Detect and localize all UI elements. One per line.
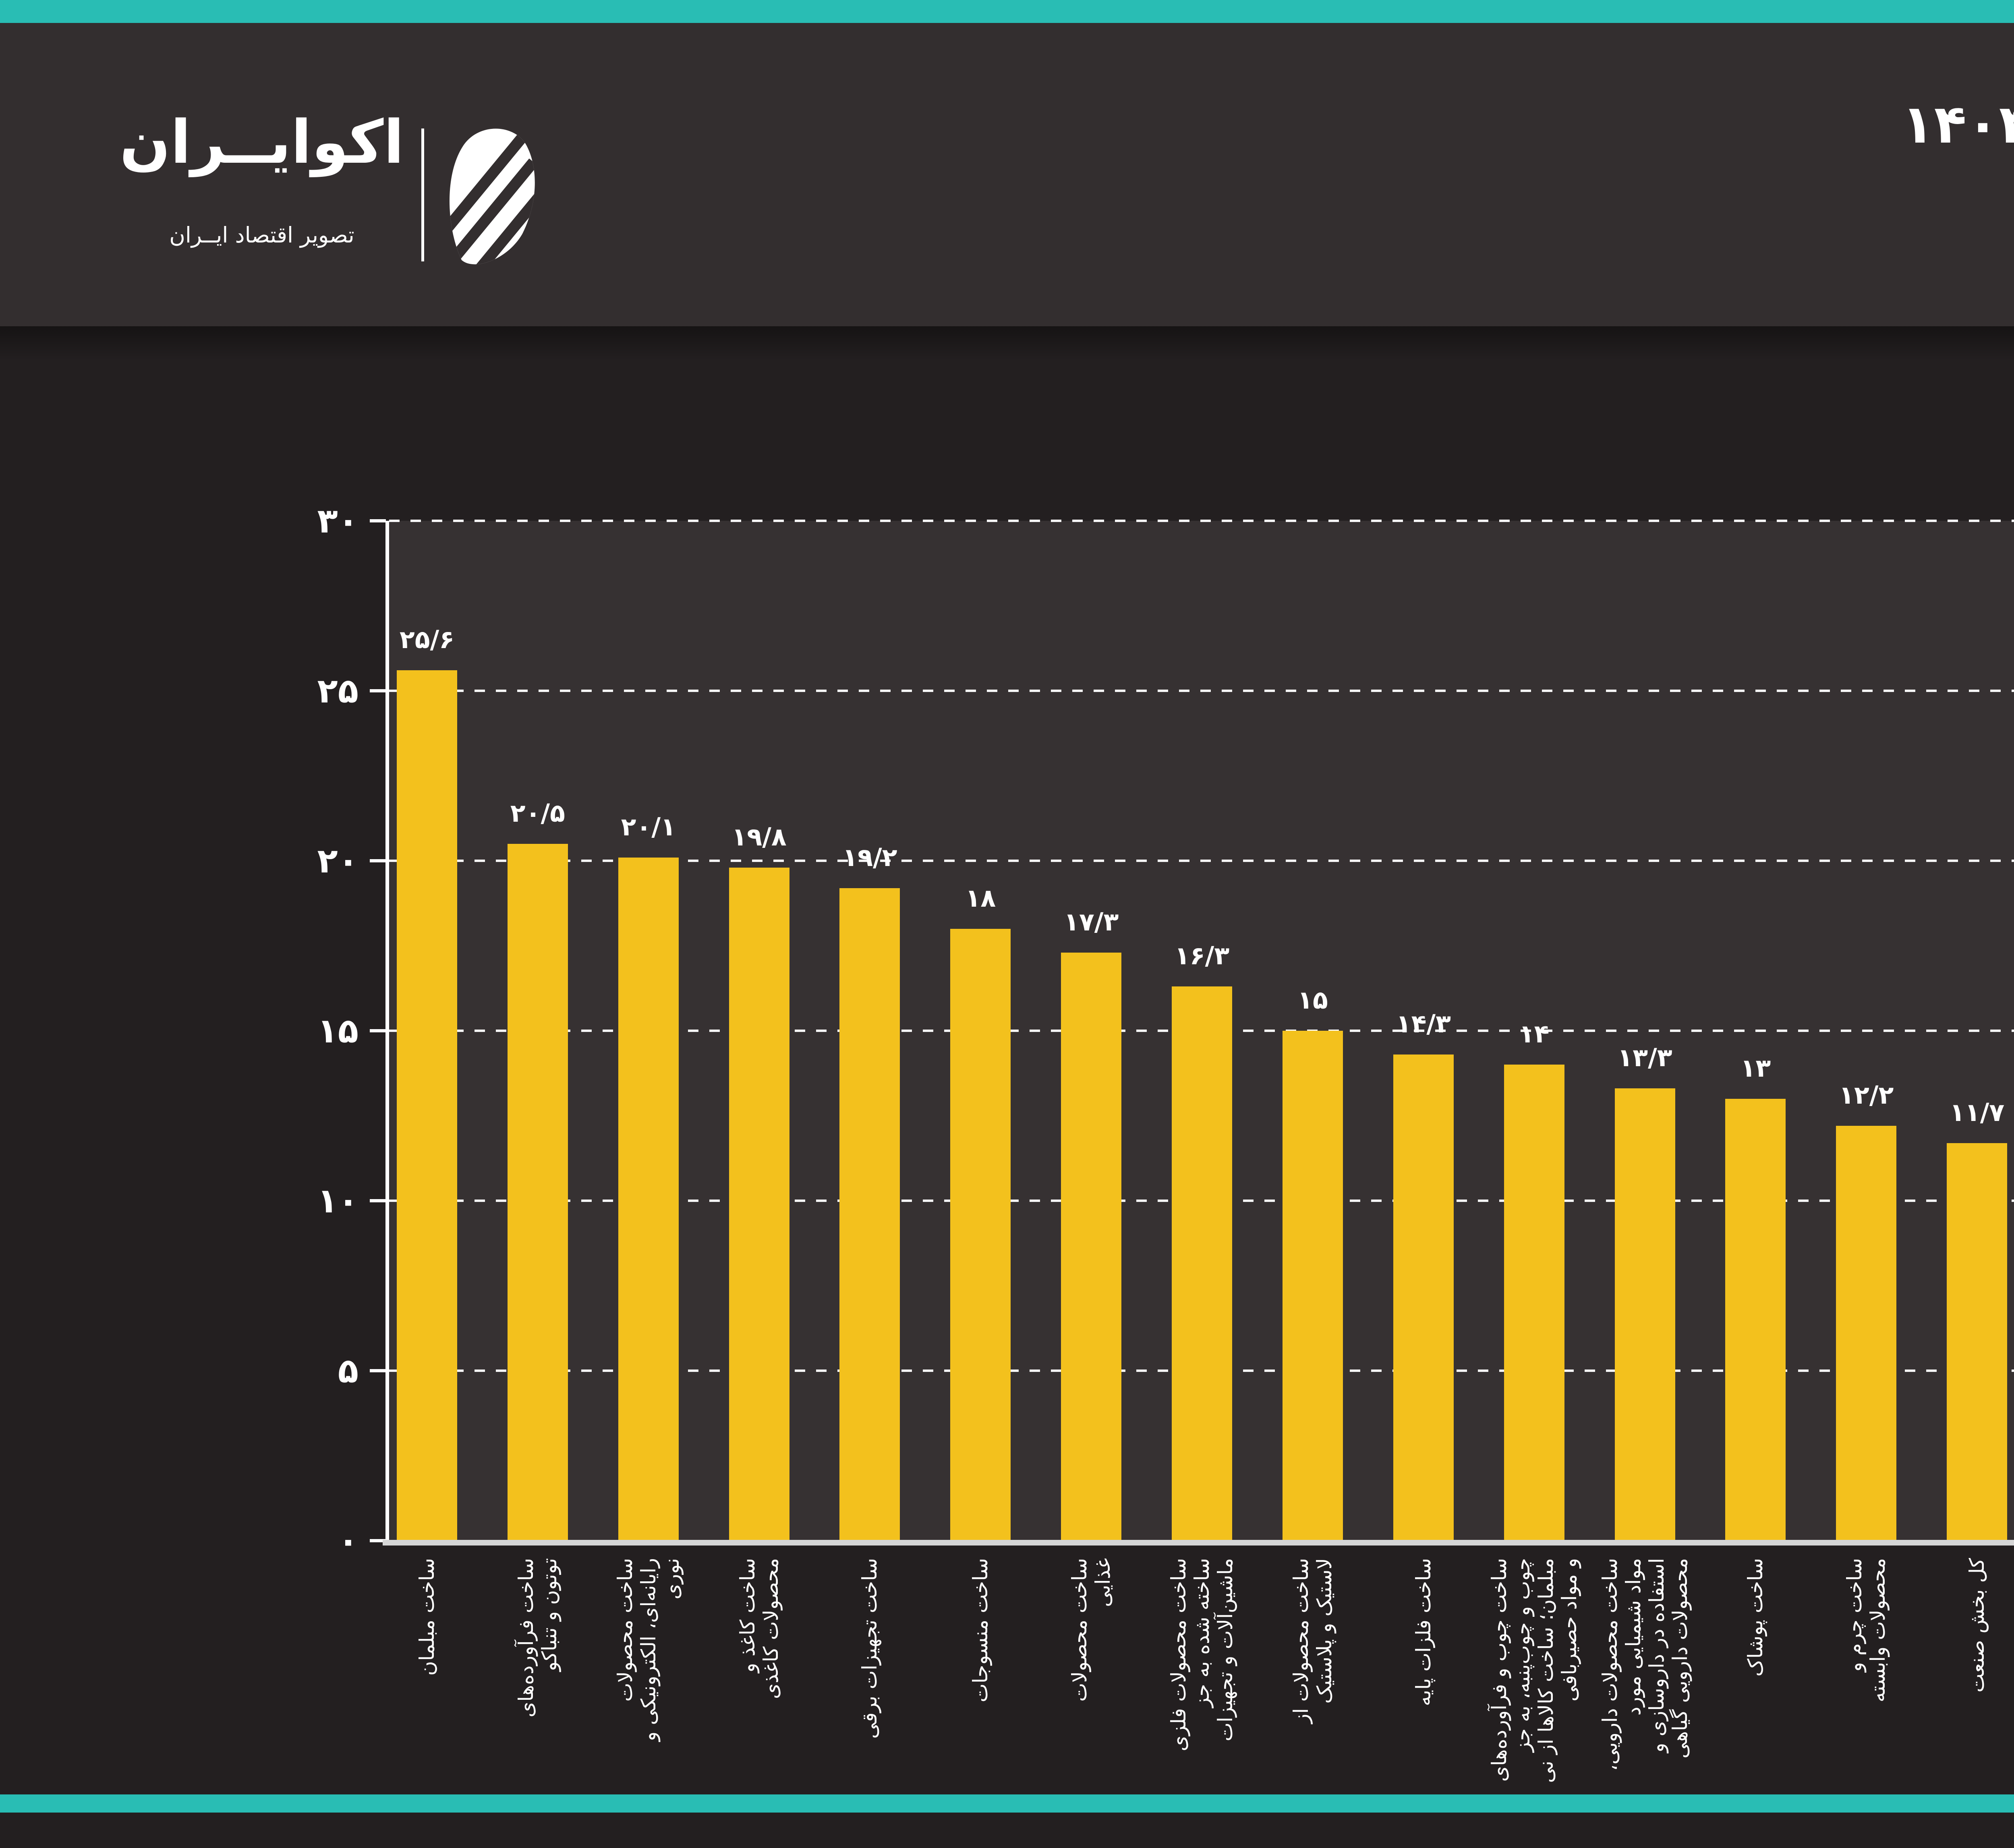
header-bar: اکوایــران تصویر اقتصاد ایــران تورم تول… [0,23,2014,326]
y-axis-tick [370,1369,386,1372]
logo-divider [421,128,424,261]
bar-value-label: ۱۸ [965,883,996,913]
bar-value-label: ۱۱/۷ [1950,1097,2005,1127]
bar-value-label: ۱۳/۳ [1617,1043,1672,1073]
top-accent-strip [0,0,2014,23]
bar [397,670,457,1541]
bar [1393,1055,1454,1541]
bar-value-label: ۲۵/۶ [399,625,455,655]
y-axis-tick [370,1199,386,1202]
y-axis-tick [370,519,386,522]
bar-value-label: ۲۰/۱ [621,812,676,841]
bar [1836,1126,1897,1541]
y-axis-tick [370,1539,386,1542]
bar [950,928,1011,1541]
y-tick-label: ۵ [338,1351,358,1390]
page-title: تورم تولیدکننده فصلی بخش صنعت در پاییز ۱… [1901,93,2014,155]
bar-value-label: ۱۴ [1519,1019,1550,1049]
bottom-accent-strip [0,1794,2014,1813]
gridline [389,690,2014,692]
gridline [389,860,2014,862]
bar [1061,952,1122,1541]
bar-value-label: ۱۹/۸ [731,822,787,851]
bar-value-label: ۱۹/۲ [842,842,897,872]
bar-value-label: ۱۷/۳ [1064,907,1119,936]
y-axis [385,521,389,1543]
y-tick-label: ۰ [338,1521,358,1560]
ecoiran-logo-mark-icon [450,128,535,265]
bar-value-label: ۲۰/۵ [510,798,565,828]
bar [729,867,789,1541]
y-tick-label: ۱۵ [317,1011,358,1050]
bar [1172,986,1233,1541]
bar-value-label: ۱۴/۳ [1396,1009,1451,1039]
logo-tagline: تصویر اقتصاد ایــران [169,222,354,248]
bar-value-label: ۱۲/۲ [1839,1080,1894,1110]
y-tick-label: ۱۰ [317,1181,358,1220]
bar-value-label: ۱۵ [1297,985,1328,1015]
bar-value-label: ۱۶/۳ [1174,941,1230,971]
y-tick-label: ۲۰ [317,841,358,880]
bar [839,888,900,1541]
x-axis-baseline [383,1540,2014,1546]
bar [1614,1088,1675,1541]
bar [1282,1031,1343,1541]
y-axis-tick [370,859,386,862]
logo-wordmark: اکوایــران [119,108,404,177]
bar [1504,1065,1564,1541]
y-tick-label: ۲۵ [317,671,358,711]
y-tick-label: ۳۰ [317,501,358,541]
gridline [389,520,2014,522]
bar [1947,1143,2008,1541]
bar [507,843,568,1541]
bar-value-label: ۱۳ [1740,1053,1771,1083]
y-axis-tick [370,689,386,692]
bar [1725,1098,1786,1541]
y-axis-tick [370,1029,386,1032]
bar [618,857,679,1541]
header-shadow [0,326,2014,360]
